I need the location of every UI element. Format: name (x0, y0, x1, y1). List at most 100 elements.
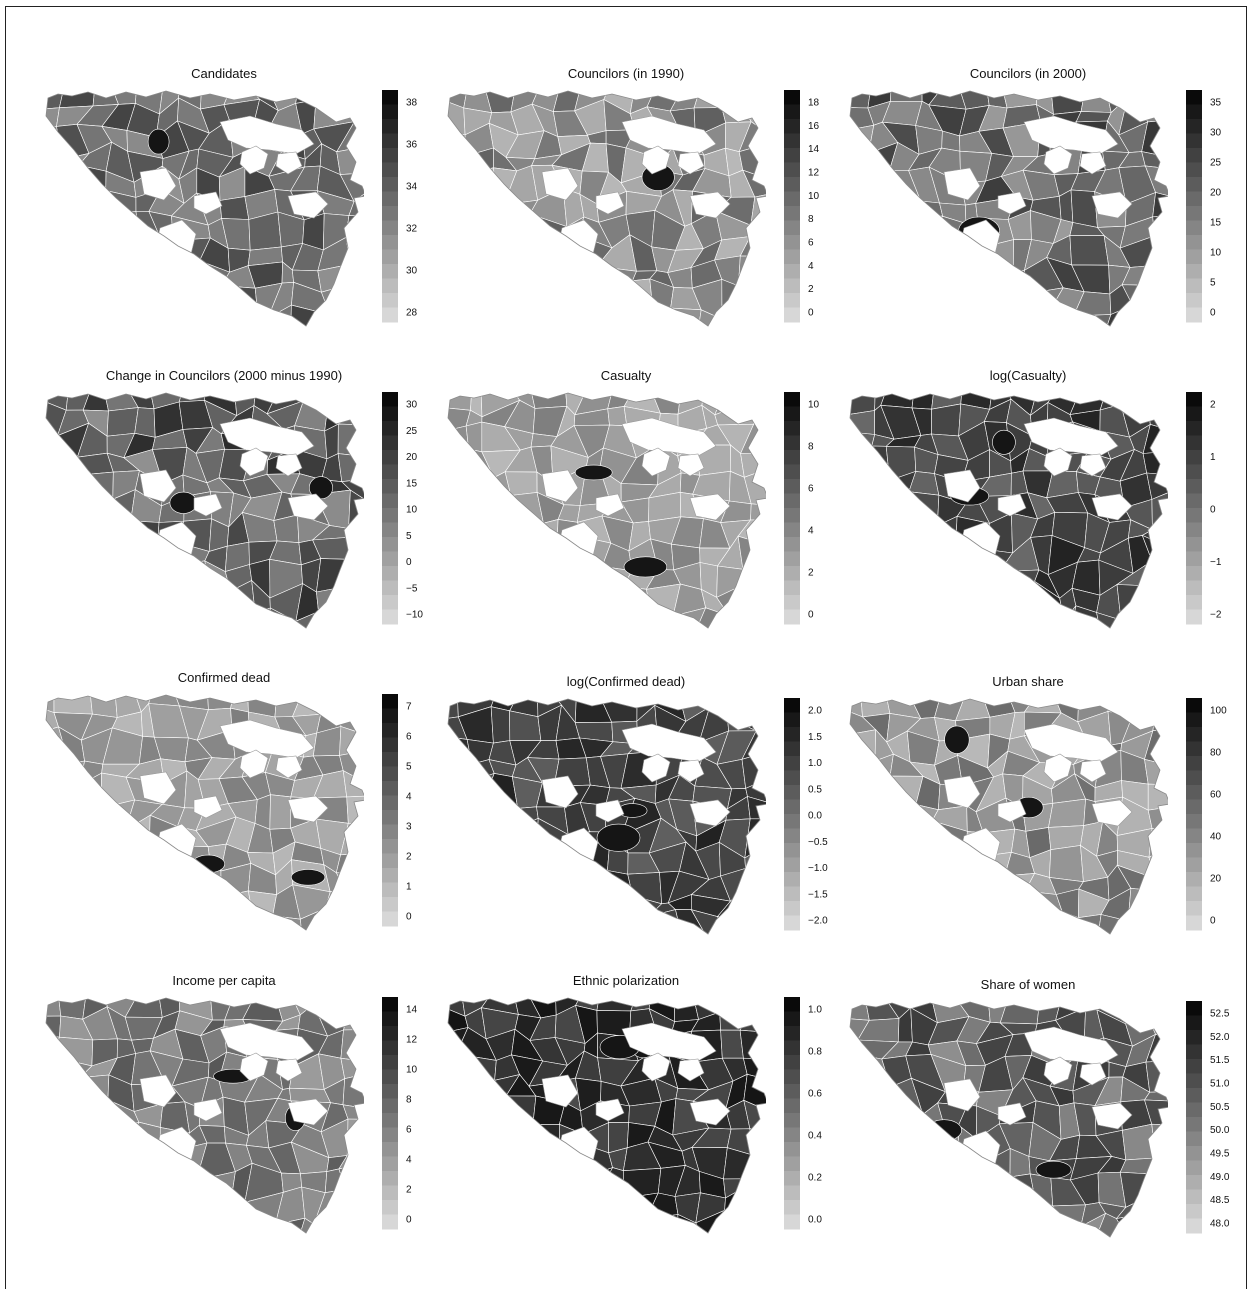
legend-tick-label: 0 (1210, 916, 1216, 927)
legend-color-step (784, 1026, 800, 1041)
unshaded-municipality (287, 191, 329, 219)
panel-income-per-capita: Income per capita 0 2 4 6 8 10 12 14 (44, 973, 444, 1273)
legend-color-step (784, 1200, 800, 1215)
unshaded-municipality (997, 1102, 1027, 1126)
legend-tick-label: 32 (406, 224, 418, 235)
unshaded-municipality (677, 759, 705, 783)
legend-color-step (784, 814, 800, 829)
legend-tick-label: 2 (406, 852, 412, 863)
legend-color-step (1186, 785, 1202, 800)
legend-tick-label: 51.5 (1210, 1055, 1230, 1066)
legend-color-step (1186, 307, 1202, 323)
legend-color-step (1186, 712, 1202, 728)
legend-tick-label: 25 (1210, 158, 1222, 169)
legend-color-step (784, 901, 800, 916)
legend-color-step (382, 1084, 398, 1099)
legend-color-step (1186, 1204, 1202, 1219)
unshaded-municipality (139, 469, 177, 503)
legend-color-step (784, 162, 800, 178)
legend-tick-label: 4 (808, 526, 814, 537)
legend-color-step (784, 1084, 800, 1099)
legend-color-step (784, 1055, 800, 1070)
legend-color-step (382, 293, 398, 308)
unshaded-municipality (1079, 759, 1107, 783)
legend-color-step (784, 206, 800, 221)
legend-tick-label: 1.0 (808, 758, 822, 769)
legend-color-step (382, 206, 398, 221)
unshaded-municipality (595, 1098, 625, 1122)
panel-title: Income per capita (172, 973, 276, 988)
unshaded-municipality (541, 775, 579, 809)
legend-color-step (784, 828, 800, 844)
legend-color-step (1186, 537, 1202, 552)
municipality-cell (992, 429, 1016, 455)
legend-color-step (784, 1142, 800, 1157)
legend-color-step (1186, 1102, 1202, 1118)
country-border (45, 392, 364, 629)
unshaded-municipality (689, 191, 731, 219)
legend-color-step (382, 580, 398, 596)
legend-color-step (784, 133, 800, 149)
legend-color-step (382, 1214, 398, 1230)
legend-color-step (784, 872, 800, 887)
legend-color-step (1186, 727, 1202, 742)
country-border (447, 997, 766, 1234)
legend-tick-label: 49.5 (1210, 1149, 1230, 1160)
legend-color-step (784, 857, 800, 873)
legend-color-step (382, 278, 398, 294)
legend-color-step (784, 220, 800, 236)
legend-color-step (1186, 493, 1202, 509)
legend-color-step (1186, 479, 1202, 494)
legend-color-step (382, 1040, 398, 1056)
unshaded-municipality (287, 493, 329, 521)
legend-color-step (784, 119, 800, 134)
legend-tick-label: 12 (808, 168, 820, 179)
legend-color-step (784, 392, 800, 407)
legend-tick-label: 50.5 (1210, 1102, 1230, 1113)
municipality-cell (147, 128, 170, 155)
color-scale-legend: 0 2 4 6 8 10 12 14 (382, 997, 418, 1230)
legend-color-step (1186, 119, 1202, 134)
legend-color-step (784, 479, 800, 494)
legend-tick-label: 0.5 (808, 784, 822, 795)
legend-tick-label: 15 (1210, 218, 1222, 229)
legend-color-step (784, 756, 800, 771)
legend-tick-label: 0.0 (808, 1215, 822, 1226)
legend-tick-label: 0 (406, 1215, 412, 1226)
unshaded-municipality (1043, 145, 1073, 175)
legend-tick-label: 10 (406, 1065, 418, 1076)
unshaded-municipality (1079, 1062, 1107, 1086)
legend-tick-label: −0.5 (808, 837, 828, 848)
legend-tick-label: 1 (406, 882, 412, 893)
legend-color-step (382, 997, 398, 1012)
legend-tick-label: 0 (1210, 308, 1216, 319)
legend-color-step (1186, 249, 1202, 265)
legend-tick-label: 30 (406, 400, 418, 411)
legend-color-step (382, 508, 398, 523)
unshaded-municipality (621, 1022, 717, 1062)
legend-tick-label: 10 (1210, 248, 1222, 259)
legend-color-step (1186, 1073, 1202, 1089)
legend-tick-label: 25 (406, 426, 418, 437)
legend-color-step (784, 915, 800, 931)
legend-tick-label: 16 (808, 121, 820, 132)
legend-color-step (382, 162, 398, 178)
legend-tick-label: 6 (406, 1125, 412, 1136)
legend-color-step (382, 493, 398, 509)
bosnia-choropleth-map (447, 997, 766, 1234)
unshaded-municipality (239, 1052, 269, 1082)
legend-color-step (1186, 1044, 1202, 1060)
panel-title: Change in Councilors (2000 minus 1990) (105, 368, 343, 383)
legend-color-step (382, 1011, 398, 1027)
legend-color-step (1186, 148, 1202, 163)
legend-color-step (382, 464, 398, 480)
panel-title: Urban share (992, 674, 1064, 689)
unshaded-municipality (997, 493, 1027, 517)
legend-color-step (382, 694, 398, 709)
legend-tick-label: 1.5 (808, 732, 822, 743)
bosnia-choropleth-map (45, 694, 364, 931)
legend-color-step (1186, 191, 1202, 207)
legend-color-step (1186, 235, 1202, 250)
legend-color-step (1186, 1160, 1202, 1176)
legend-tick-label: −10 (406, 610, 423, 621)
